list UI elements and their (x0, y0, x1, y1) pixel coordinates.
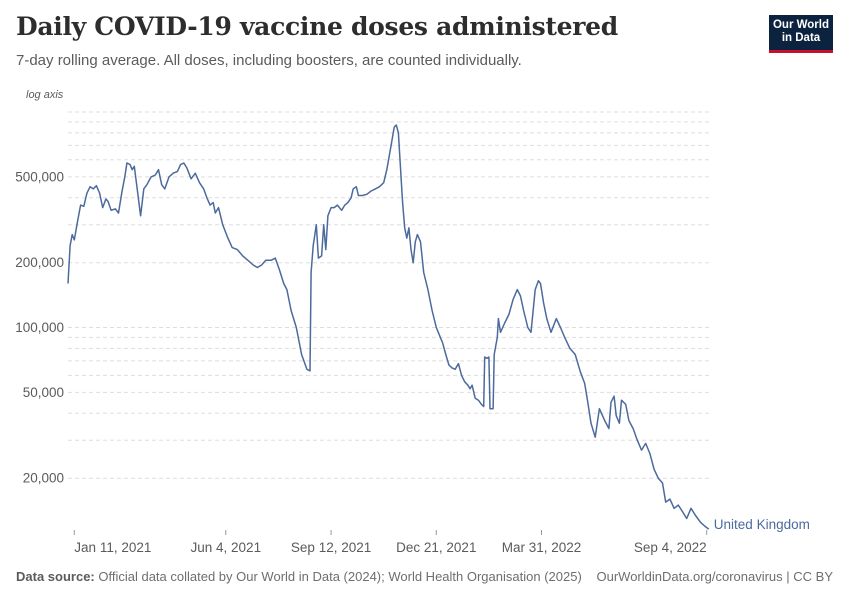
source-text: Official data collated by Our World in D… (94, 569, 582, 584)
y-tick-label: 500,000 (15, 169, 64, 184)
series-label-united-kingdom: United Kingdom (714, 517, 810, 532)
line-chart: 20,000 50,000 100,000 200,000 500,000 Jan 11… (15, 89, 810, 555)
y-tick-label: 20,000 (23, 471, 64, 486)
y-axis: 20,000 50,000 100,000 200,000 500,000 (15, 169, 64, 485)
y-axis-note: log axis (26, 89, 64, 101)
source-label: Data source: (16, 569, 95, 584)
x-tick-label: Dec 21, 2021 (396, 540, 476, 555)
x-tick-label: Sep 12, 2021 (291, 540, 371, 555)
x-axis: Jan 11, 2021 Jun 4, 2021 Sep 12, 2021 Dec 2… (73, 530, 708, 555)
footer-link[interactable]: OurWorldinData.org/coronavirus | CC BY (596, 569, 833, 584)
chart-subtitle: 7-day rolling average. All doses, includ… (16, 52, 522, 69)
chart-title: Daily COVID-19 vaccine doses administere… (16, 12, 618, 41)
y-tick-label: 100,000 (15, 320, 64, 335)
x-tick-label: Sep 4, 2022 (634, 540, 707, 555)
series-lines (67, 124, 710, 530)
x-tick-label: Jan 11, 2021 (74, 540, 151, 555)
series-labels: United Kingdom (714, 517, 810, 532)
series-line-united-kingdom (67, 124, 710, 530)
footer-source: Data source: Official data collated by O… (16, 569, 582, 584)
logo-line-2: in Data (781, 32, 821, 44)
logo-line-1: Our World (772, 19, 829, 31)
gridlines (68, 111, 712, 479)
y-tick-label: 200,000 (15, 255, 64, 270)
x-tick-label: Jun 4, 2021 (191, 540, 262, 555)
x-tick-label: Mar 31, 2022 (502, 540, 582, 555)
owid-logo[interactable]: Our World in Data (769, 15, 833, 53)
y-tick-label: 50,000 (23, 385, 64, 400)
